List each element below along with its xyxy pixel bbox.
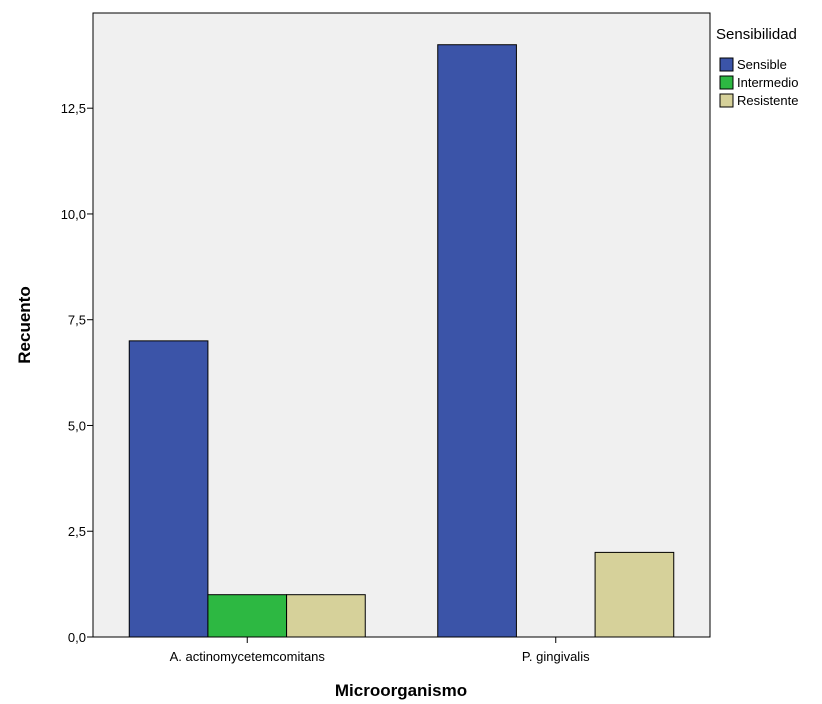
y-axis-title: Recuento [15,286,34,363]
bar-resistente-1 [594,551,675,638]
y-tick-label: 2,5 [68,524,86,539]
bar-intermedio-0 [207,594,288,638]
legend-swatch-resistente [719,93,734,108]
legend-items: Sensible Intermedio Resistente [719,57,798,108]
y-tick-label: 5,0 [68,418,86,433]
bar-sensible-0 [128,340,209,638]
y-axis: 0,0 2,5 5,0 7,5 10,0 12,5 [61,101,93,645]
x-axis-title: Microorganismo [335,681,467,700]
legend-title: Sensibilidad [716,26,797,43]
x-axis: A. actinomycetemcomitans P. gingivalis [170,637,590,664]
x-category-label: P. gingivalis [522,649,590,664]
legend-label-sensible: Sensible [737,57,787,72]
legend-swatch-sensible [719,57,734,72]
y-tick-label: 0,0 [68,630,86,645]
bar-resistente-0 [286,594,366,638]
bar-sensible-1 [437,44,517,638]
legend-swatch-intermedio [719,75,734,90]
bars [128,44,675,638]
legend-label-intermedio: Intermedio [737,75,798,90]
y-tick-label: 10,0 [61,207,86,222]
legend-label-resistente: Resistente [737,93,798,108]
legend: Sensibilidad Sensible Intermedio Resistent… [716,26,798,108]
y-tick-label: 7,5 [68,313,86,328]
x-category-label: A. actinomycetemcomitans [170,649,326,664]
y-tick-label: 12,5 [61,101,86,116]
